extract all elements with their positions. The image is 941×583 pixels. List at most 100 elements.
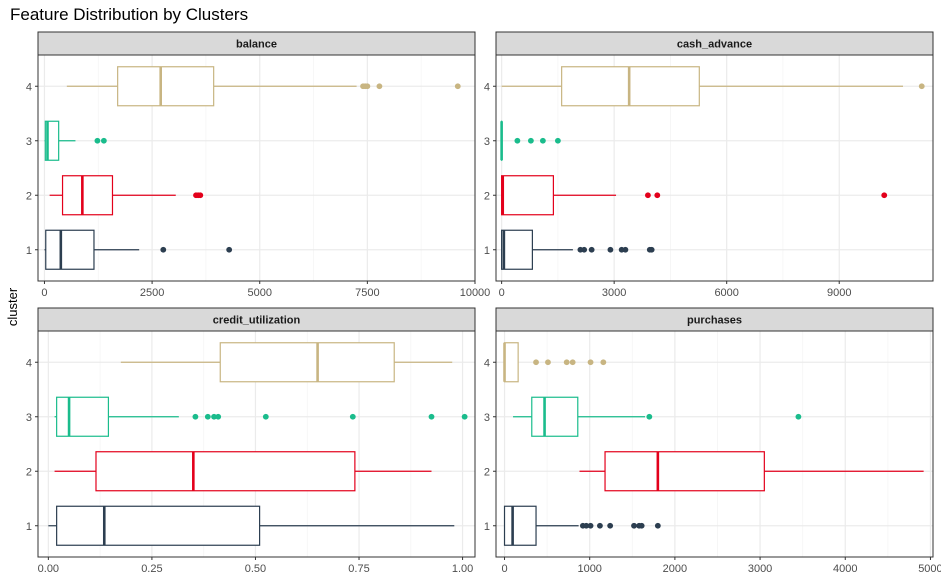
x-tick-label: 3000 [748,563,772,575]
box-iqr [45,229,95,270]
box-cluster-2 [579,451,924,492]
outlier-point [349,413,356,420]
outlier-point [364,83,371,90]
outlier-point [645,192,651,199]
outlier-point [428,413,435,420]
outlier-point [631,522,637,529]
box-iqr [531,396,579,437]
outlier-point [226,246,233,253]
panel-border [37,330,476,558]
x-tick-label: 0.50 [245,563,266,575]
box-cluster-3 [513,396,802,437]
y-tick-label: 2 [26,466,32,478]
box-iqr [219,342,395,383]
box-iqr [56,505,261,546]
y-tick-label: 2 [484,466,490,478]
box-cluster-1 [503,505,661,546]
outlier-point [563,359,570,366]
outlier-point [795,413,802,420]
box-cluster-4 [501,66,925,107]
box-iqr [561,66,700,107]
facet-cash-advance: cash_advance 1 2 3 4 0 3000 6000 9000 [484,31,934,299]
outlier-point [646,413,653,420]
outlier-point [545,359,551,366]
y-tick-label: 3 [484,412,490,424]
facet-credit-utilization: credit_utilization 1 2 3 4 0.00 0.25 0.50 0.75 1.… [26,307,476,575]
y-tick-label: 2 [26,190,32,202]
y-tick-label: 4 [26,357,32,369]
box-cluster-1 [44,229,233,270]
facet-purchases: purchases 1 2 3 4 0 1000 2000 3000 4000 5000 [484,307,941,575]
outlier-point [638,522,645,529]
outlier-point [160,246,167,253]
x-tick-label: 3000 [602,287,626,299]
outlier-point [600,359,607,366]
facet-balance: balance 1 2 3 4 0 2500 5000 7500 10000 [26,31,491,299]
box-iqr [503,342,519,383]
x-tick-label: 0.00 [38,563,59,575]
x-tick-label: 0 [501,563,507,575]
outlier-point [94,137,101,144]
y-tick-label: 4 [484,357,490,369]
box-cluster-2 [54,451,432,492]
y-tick-label: 2 [484,190,490,202]
outlier-point [918,83,925,90]
box-cluster-4 [503,342,607,383]
x-tick-label: 5000 [918,563,941,575]
outlier-point [622,246,629,253]
box-iqr [501,229,533,270]
x-tick-label: 0.75 [348,563,369,575]
box-iqr [503,505,537,546]
box-iqr [117,66,215,107]
x-tick-label: 10000 [460,287,491,299]
outlier-point [587,359,594,366]
x-tick-label: 4000 [833,563,857,575]
outlier-point [262,413,269,420]
box-cluster-3 [44,120,107,161]
y-tick-label: 4 [26,81,32,93]
box-iqr [604,451,765,492]
outlier-point [197,192,204,199]
outlier-point [587,522,594,529]
outlier-point [539,137,546,144]
outlier-point [454,83,461,90]
box-iqr [56,396,110,437]
panel-background [496,331,933,557]
outlier-point [597,522,603,529]
x-tick-label: 0.25 [141,563,162,575]
panel-border [495,330,934,558]
outlier-point [569,359,576,366]
y-tick-label: 1 [26,245,32,257]
x-tick-label: 7500 [355,287,379,299]
box-cluster-3 [54,396,468,437]
outlier-point [376,83,383,90]
outlier-point [100,137,107,144]
x-tick-label: 0 [499,287,505,299]
strip-label: balance [236,39,277,51]
box-cluster-3 [500,120,561,161]
y-tick-label: 1 [26,521,32,533]
box-cluster-2 [49,175,204,216]
box-cluster-4 [120,342,453,383]
outlier-point [654,522,661,529]
x-tick-label: 1000 [577,563,601,575]
outlier-point [588,246,595,253]
outlier-point [514,137,521,144]
outlier-point [607,522,614,529]
y-tick-label: 4 [484,81,490,93]
y-tick-label: 3 [484,136,490,148]
outlier-point [607,246,614,253]
y-tick-label: 3 [26,136,32,148]
strip-label: cash_advance [677,39,752,51]
box-iqr [61,175,114,216]
y-tick-label: 1 [484,521,490,533]
panel-border [495,54,934,282]
outlier-point [581,246,588,253]
outlier-point [554,137,561,144]
x-tick-label: 6000 [714,287,738,299]
outlier-point [648,246,655,253]
outlier-point [583,522,590,529]
box-iqr [95,451,356,492]
